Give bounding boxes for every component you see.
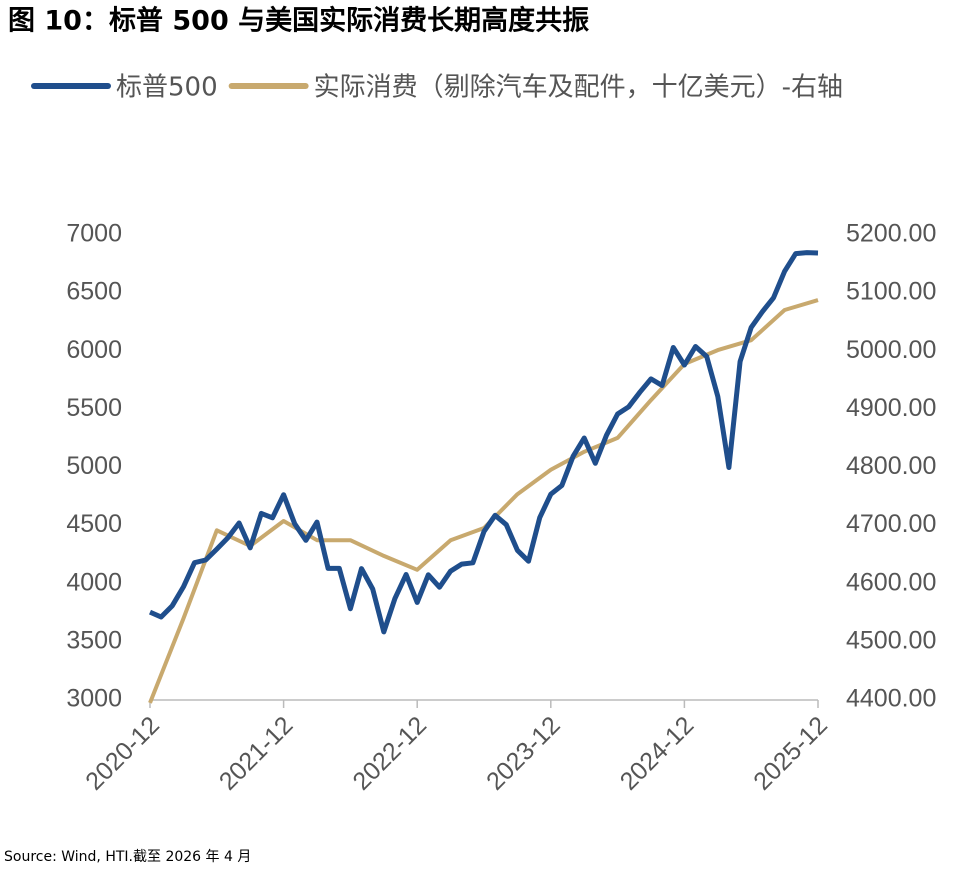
y2-tick-label: 4900.00: [846, 394, 936, 422]
y-tick-label: 7000: [66, 220, 122, 248]
y2-tick-label: 4400.00: [846, 685, 936, 713]
y2-tick-label: 4800.00: [846, 452, 936, 480]
y2-tick-label: 5100.00: [846, 278, 936, 306]
x-tick-label: 2021-12: [214, 711, 299, 796]
y2-tick-label: 5200.00: [846, 220, 936, 248]
y2-tick-label: 4700.00: [846, 510, 936, 538]
series-line: [148, 298, 819, 704]
legend-label: 实际消费（剔除汽车及配件，十亿美元）-右轴: [314, 73, 843, 103]
x-tick-label: 2023-12: [481, 711, 566, 796]
y-tick-label: 6500: [66, 278, 122, 306]
y-tick-label: 4500: [66, 510, 122, 538]
y-tick-label: 6000: [66, 336, 122, 364]
x-tick-label: 2024-12: [615, 711, 700, 796]
legend-label: 标普500: [116, 73, 218, 103]
x-tick-label: 2022-12: [347, 711, 432, 796]
y2-tick-label: 5000.00: [846, 336, 936, 364]
source: Source: Wind, HTI.截至 2026 年 4 月: [4, 849, 251, 865]
y-tick-label: 3000: [66, 685, 122, 713]
y-tick-label: 3500: [66, 626, 122, 654]
y2-tick-label: 4500.00: [846, 626, 936, 654]
y-tick-label: 4000: [66, 568, 122, 596]
y-tick-label: 5000: [66, 452, 122, 480]
x-tick-label: 2025-12: [748, 711, 833, 796]
y-tick-label: 5500: [66, 394, 122, 422]
series-line: [148, 250, 819, 635]
chart-title: 图 10：标普 500 与美国实际消费长期高度共振: [8, 5, 589, 37]
y2-tick-label: 4600.00: [846, 568, 936, 596]
x-tick-label: 2020-12: [80, 711, 165, 796]
